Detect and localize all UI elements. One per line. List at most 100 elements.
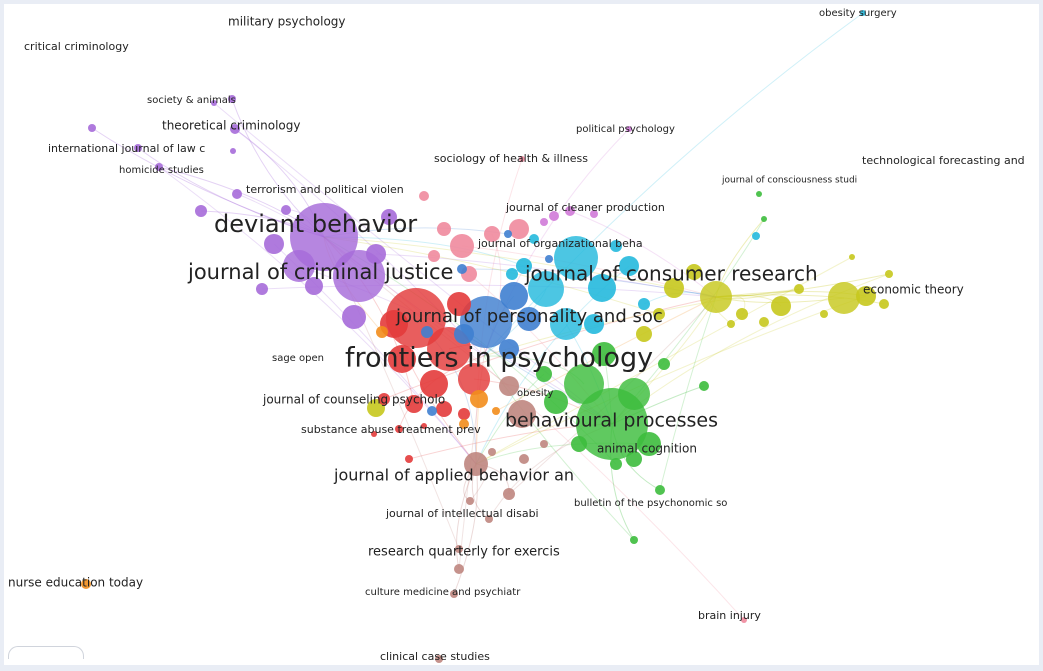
journal-node-brown[interactable] — [499, 376, 519, 396]
journal-node-red[interactable] — [371, 431, 377, 437]
journal-node-yellow[interactable] — [664, 278, 684, 298]
label-culture-medicine-psychiatry[interactable]: culture medicine and psychiatr — [365, 587, 521, 598]
journal-node-yellow[interactable] — [686, 264, 702, 280]
label-sociology-of-health[interactable]: sociology of health & illness — [434, 152, 588, 165]
journal-node-purple[interactable] — [211, 100, 217, 106]
journal-node-pink[interactable] — [428, 250, 440, 262]
journal-node-green[interactable] — [637, 432, 661, 456]
journal-node-purple[interactable] — [264, 234, 284, 254]
journal-node-purple[interactable] — [88, 124, 96, 132]
label-nurse-education-today[interactable]: nurse education today — [8, 576, 143, 590]
journal-node-blue[interactable] — [421, 326, 433, 338]
journal-node-yellow[interactable] — [771, 296, 791, 316]
journal-node-orange[interactable] — [492, 407, 500, 415]
journal-node-blue[interactable] — [454, 324, 474, 344]
journal-node-cyan[interactable] — [528, 271, 564, 307]
label-brain-injury[interactable]: brain injury — [698, 609, 761, 622]
journal-node-cyan[interactable] — [506, 268, 518, 280]
journal-node-brown[interactable] — [454, 564, 464, 574]
journal-node-yellow[interactable] — [828, 282, 860, 314]
journal-node-red[interactable] — [436, 401, 452, 417]
journal-node-green[interactable] — [699, 381, 709, 391]
label-obesity[interactable]: obesity — [517, 388, 554, 399]
journal-node-cyan[interactable] — [638, 298, 650, 310]
journal-node-pink[interactable] — [509, 219, 529, 239]
label-technological-forecasting[interactable]: technological forecasting and — [862, 154, 1025, 167]
journal-node-green[interactable] — [544, 390, 568, 414]
journal-node-red[interactable] — [388, 345, 416, 373]
journal-node-magenta[interactable] — [590, 210, 598, 218]
panel-tab[interactable] — [8, 646, 84, 659]
label-journal-of-cleaner-production[interactable]: journal of cleaner production — [505, 201, 665, 214]
journal-node-cyan[interactable] — [584, 314, 604, 334]
journal-node-yellow[interactable] — [736, 308, 748, 320]
label-journal-of-applied-behavior-analysis[interactable]: journal of applied behavior an — [333, 466, 574, 485]
journal-node-brown[interactable] — [508, 400, 536, 428]
label-political-psychology[interactable]: political psychology — [576, 124, 675, 135]
journal-node-green[interactable] — [630, 536, 638, 544]
journal-node-red[interactable] — [405, 395, 423, 413]
journal-node-pink[interactable] — [484, 226, 500, 242]
journal-node-blue[interactable] — [500, 282, 528, 310]
journal-node-blue[interactable] — [504, 230, 512, 238]
label-terrorism-political-violence[interactable]: terrorism and political violen — [246, 183, 404, 196]
label-journal-of-counseling-psychology[interactable]: journal of counseling psycholo — [262, 393, 445, 407]
label-journal-of-organizational-behavior[interactable]: journal of organizational beha — [477, 237, 643, 250]
journal-node-purple[interactable] — [230, 124, 240, 134]
journal-node-yellow[interactable] — [636, 326, 652, 342]
label-journal-of-consciousness[interactable]: journal of consciousness studi — [721, 176, 857, 186]
label-bulletin-of-the-psychonomic[interactable]: bulletin of the psychonomic so — [574, 498, 727, 509]
journal-node-purple[interactable] — [283, 250, 315, 282]
journal-node-yellow[interactable] — [885, 270, 893, 278]
label-frontiers-in-psychology[interactable]: frontiers in psychology — [345, 343, 653, 374]
journal-node-pink[interactable] — [419, 191, 429, 201]
journal-node-yellow[interactable] — [820, 310, 828, 318]
journal-node-green[interactable] — [536, 366, 552, 382]
journal-node-purple[interactable] — [342, 305, 366, 329]
label-homicide-studies[interactable]: homicide studies — [119, 165, 204, 176]
journal-node-yellow[interactable] — [700, 281, 732, 313]
journal-node-red[interactable] — [458, 363, 490, 395]
label-theoretical-criminology[interactable]: theoretical criminology — [162, 119, 300, 133]
journal-node-purple[interactable] — [134, 144, 142, 152]
journal-node-brown[interactable] — [485, 515, 493, 523]
journal-node-yellow[interactable] — [849, 254, 855, 260]
journal-node-purple[interactable] — [305, 277, 323, 295]
journal-node-cyan[interactable] — [610, 240, 622, 252]
journal-node-pink[interactable] — [437, 222, 451, 236]
journal-node-brown[interactable] — [540, 440, 548, 448]
journal-node-purple[interactable] — [155, 163, 163, 171]
journal-node-green[interactable] — [592, 342, 616, 366]
network-map-canvas[interactable]: military psychology critical criminology… — [4, 4, 1039, 665]
label-journal-of-consumer-research[interactable]: journal of consumer research — [524, 262, 818, 286]
journal-node-orange[interactable] — [470, 390, 488, 408]
journal-node-red[interactable] — [458, 408, 470, 420]
journal-node-green[interactable] — [761, 216, 767, 222]
journal-node-blue[interactable] — [517, 307, 541, 331]
journal-node-cyan[interactable] — [516, 258, 532, 274]
journal-node-pink[interactable] — [519, 156, 525, 162]
journal-node-brown[interactable] — [503, 488, 515, 500]
journal-node-cyan[interactable] — [550, 308, 582, 340]
journal-node-purple[interactable] — [366, 244, 386, 264]
journal-node-brown[interactable] — [464, 452, 488, 476]
journal-node-orange[interactable] — [376, 326, 388, 338]
journal-node-red[interactable] — [378, 393, 390, 405]
journal-node-magenta[interactable] — [626, 126, 632, 132]
label-economic-theory[interactable]: economic theory — [863, 283, 964, 297]
journal-node-pink[interactable] — [741, 617, 747, 623]
journal-node-green[interactable] — [658, 358, 670, 370]
journal-node-green[interactable] — [626, 451, 642, 467]
journal-node-cyan[interactable] — [619, 256, 639, 276]
journal-node-brown[interactable] — [435, 655, 443, 663]
label-critical-criminology[interactable]: critical criminology — [24, 40, 129, 53]
journal-node-blue[interactable] — [457, 264, 467, 274]
journal-node-orange[interactable] — [81, 579, 91, 589]
label-animal-cognition[interactable]: animal cognition — [597, 442, 697, 456]
journal-node-yellow[interactable] — [759, 317, 769, 327]
journal-node-brown[interactable] — [466, 497, 474, 505]
journal-node-brown[interactable] — [450, 590, 458, 598]
label-clinical-case-studies[interactable]: clinical case studies — [380, 650, 490, 663]
journal-node-cyan[interactable] — [588, 274, 616, 302]
journal-node-purple[interactable] — [228, 95, 236, 103]
